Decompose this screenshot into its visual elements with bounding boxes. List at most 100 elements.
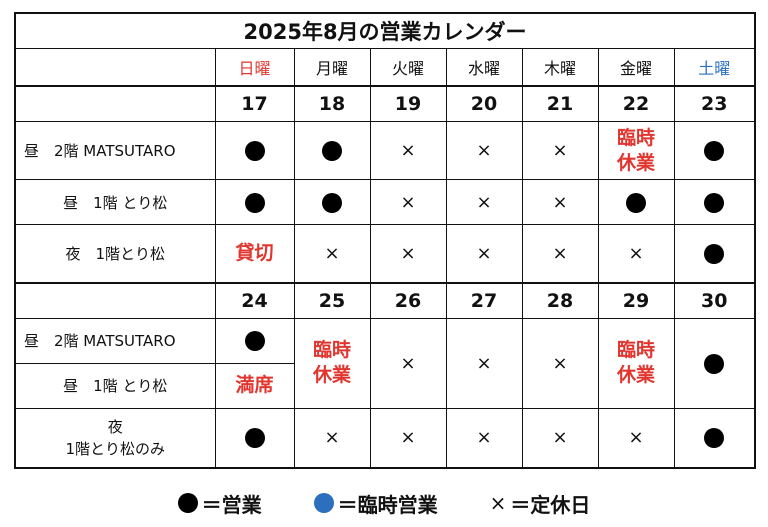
date-cell: 19 (369, 85, 447, 122)
week2-date-row: 24 25 26 27 28 29 30 (14, 281, 756, 319)
status-cell (214, 317, 295, 364)
open-dot-icon (704, 243, 725, 264)
date-cell: 21 (521, 85, 599, 122)
status-cell: × (521, 179, 599, 225)
status-cell: × (369, 121, 447, 180)
status-cell: × (521, 121, 599, 180)
status-cell (214, 407, 295, 469)
closed-cross-icon: × (489, 491, 507, 515)
open-dot-icon (244, 428, 265, 449)
status-cell: × (597, 224, 675, 283)
date-cell: 26 (369, 281, 447, 319)
row-label: 昼 2階 MATSUTARO (14, 121, 216, 180)
week2-row-lunch-2f: 昼 2階 MATSUTARO 臨時 休業 × × × 臨時 休業 (14, 317, 756, 409)
special-open-dot-icon (313, 493, 334, 513)
row-label: 夜 1階とり松のみ (14, 407, 216, 469)
weekday-thu: 木曜 (521, 48, 599, 87)
legend-special-open: ＝臨時営業 (313, 489, 438, 518)
status-cell: 満席 (214, 362, 295, 409)
row-label: 昼 1階 とり松 (14, 362, 216, 409)
closure-note: 臨時 (616, 126, 655, 149)
weekday-tue: 火曜 (369, 48, 447, 87)
status-cell: × (521, 407, 599, 469)
row-label-line: 1階とり松のみ (65, 439, 166, 458)
status-cell (673, 224, 756, 283)
open-dot-icon (322, 192, 342, 213)
open-dot-icon (704, 428, 725, 449)
week1-row-lunch-2f: 昼 2階 MATSUTARO × × × 臨時 休業 (14, 121, 756, 180)
weekday-header-blank (14, 48, 216, 87)
closure-note: 休業 (616, 364, 655, 386)
status-cell: × (293, 224, 371, 283)
status-cell (673, 179, 756, 225)
weekday-sun: 日曜 (214, 48, 295, 87)
date-cell: 22 (597, 85, 675, 122)
closure-note: 臨時 (312, 339, 351, 361)
status-cell: × (293, 407, 371, 469)
status-cell: × (445, 317, 523, 409)
week1-date-row: 17 18 19 20 21 22 23 (14, 85, 756, 122)
date-cell: 24 (214, 281, 295, 319)
status-cell (214, 121, 295, 180)
status-cell (293, 121, 371, 180)
status-cell: × (369, 224, 447, 283)
open-dot-icon (244, 141, 265, 161)
status-cell (293, 179, 371, 225)
closure-note: 休業 (312, 364, 351, 386)
status-cell: × (369, 179, 447, 225)
status-cell: 貸切 (214, 224, 295, 283)
status-cell: × (445, 121, 523, 180)
weekday-mon: 月曜 (293, 48, 371, 87)
status-cell: 臨時 休業 (293, 317, 371, 409)
status-cell: × (445, 179, 523, 225)
calendar-title: 2025年8月の営業カレンダー (14, 12, 756, 49)
legend-open-label: ＝営業 (201, 492, 262, 517)
date-row-blank (14, 85, 216, 122)
status-cell: × (445, 224, 523, 283)
date-cell: 17 (214, 85, 295, 122)
status-cell: 臨時 休業 (597, 317, 675, 409)
status-cell (214, 179, 295, 225)
full-note: 満席 (235, 374, 274, 396)
date-cell: 27 (445, 281, 523, 319)
reserved-note: 貸切 (235, 241, 274, 264)
open-dot-icon (704, 141, 725, 161)
status-cell (597, 179, 675, 225)
row-label: 昼 2階 MATSUTARO (14, 317, 216, 364)
date-cell: 25 (293, 281, 371, 319)
status-cell: × (521, 224, 599, 283)
legend-closed: × ＝定休日 (490, 489, 591, 518)
legend: ＝営業 ＝臨時営業 × ＝定休日 (0, 488, 768, 518)
status-cell: 臨時 休業 (597, 121, 675, 180)
open-dot-icon (704, 192, 725, 213)
status-cell (673, 317, 756, 409)
row-label: 夜 1階とり松 (14, 224, 216, 283)
week2-row-lunch-1f: 昼 1階 とり松 満席 (14, 362, 755, 409)
legend-closed-label: ＝定休日 (510, 492, 591, 517)
date-cell: 30 (673, 281, 756, 319)
date-cell: 20 (445, 85, 523, 122)
weekday-wed: 水曜 (445, 48, 523, 87)
open-dot-icon (244, 331, 265, 351)
week2-row-dinner-1f: 夜 1階とり松のみ × × × × × (14, 407, 756, 469)
date-row-blank (14, 281, 216, 319)
status-cell: × (445, 407, 523, 469)
weekday-header-row: 日曜 月曜 火曜 水曜 木曜 金曜 土曜 (14, 48, 756, 87)
weekday-fri: 金曜 (597, 48, 675, 87)
row-label-line: 夜 (107, 417, 123, 436)
row-label: 昼 1階 とり松 (14, 179, 216, 225)
open-dot-icon (704, 353, 725, 374)
legend-special-open-label: ＝臨時営業 (337, 492, 438, 517)
date-cell: 18 (293, 85, 371, 122)
date-cell: 29 (597, 281, 675, 319)
closure-note: 休業 (616, 151, 655, 174)
week1-row-lunch-1f: 昼 1階 とり松 × × × (14, 179, 756, 225)
business-calendar-table: 2025年8月の営業カレンダー 日曜 月曜 火曜 水曜 木曜 金曜 土曜 17 … (14, 12, 757, 469)
week1-row-dinner-1f: 夜 1階とり松 貸切 × × × × × (14, 224, 756, 283)
status-cell: × (597, 407, 675, 469)
closure-note: 臨時 (616, 339, 655, 361)
status-cell (673, 121, 756, 180)
status-cell: × (369, 317, 447, 409)
date-cell: 28 (521, 281, 599, 319)
status-cell: × (521, 317, 599, 409)
